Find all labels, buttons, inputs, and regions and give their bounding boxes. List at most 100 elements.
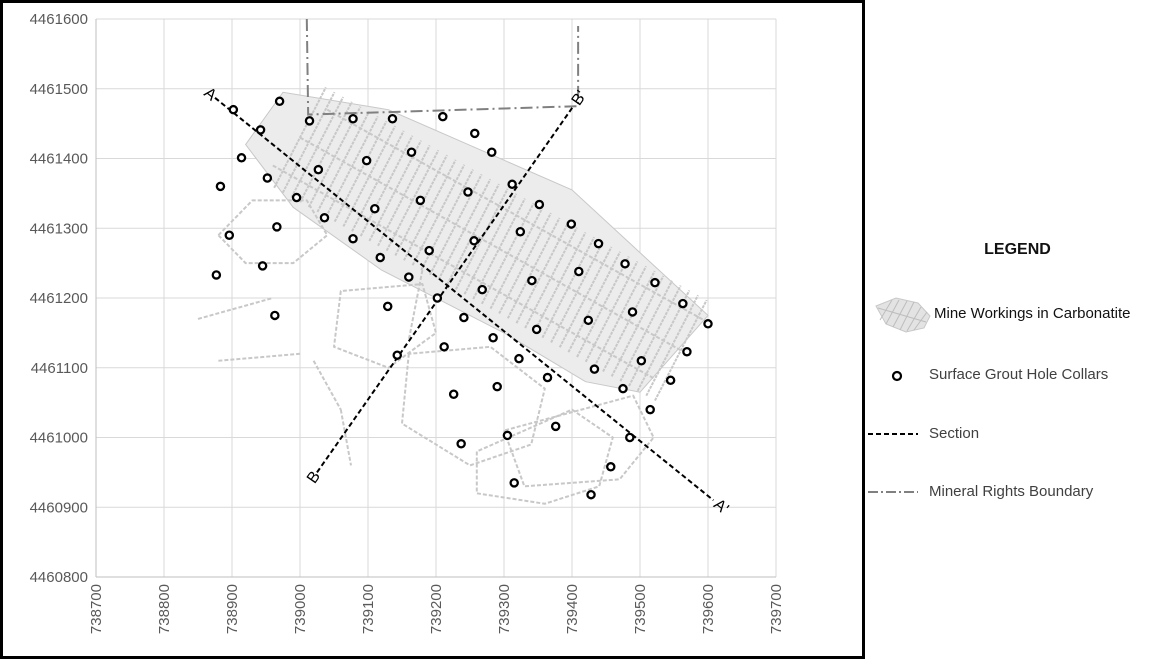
grout-hole-collar-point <box>566 219 577 229</box>
workings-drift <box>326 108 709 324</box>
grout-hole-collar-point <box>514 353 524 364</box>
grout-hole-collar-point <box>618 383 628 394</box>
grout-hole-collar-point <box>291 192 302 203</box>
grout-hole-collar-point <box>515 226 526 237</box>
grout-hole-collar-point <box>531 324 542 335</box>
x-tick-label: 739000 <box>292 584 309 634</box>
workings-adit <box>197 297 274 320</box>
grout-hole-collar-point <box>550 421 561 432</box>
y-tick-label: 4461300 <box>30 220 88 237</box>
grout-hole-collar-point <box>361 155 372 166</box>
grout-hole-collar-point <box>224 230 235 240</box>
y-tick-label: 4461600 <box>30 11 88 28</box>
grout-hole-collar-point <box>534 199 545 210</box>
workings-crosscut <box>654 299 708 401</box>
workings-ramp-loop <box>217 199 329 265</box>
grout-hole-collar-point <box>665 375 676 386</box>
grout-hole-collar-point <box>262 173 273 183</box>
workings-ramp-loop <box>475 408 614 505</box>
x-tick-label: 739100 <box>360 584 377 634</box>
workings-crosscut <box>602 270 656 372</box>
grout-hole-collar-point <box>470 128 480 139</box>
grout-hole-collar-point <box>392 350 402 360</box>
grout-hole-collar-point <box>589 364 600 374</box>
y-tick-label: 4461400 <box>30 151 88 168</box>
grout-hole-collar-point <box>274 96 285 107</box>
grout-hole-collar-point <box>272 222 282 232</box>
x-tick-label: 738900 <box>224 584 241 634</box>
grout-hole-collar-point <box>415 195 426 206</box>
grout-hole-collar-point <box>586 489 596 500</box>
grout-hole-collar-point <box>627 307 638 317</box>
chart-svg: AA'BB' 446080044609004461000446110044612… <box>0 0 865 659</box>
workings-drift <box>299 136 682 352</box>
workings-ramp-loop <box>503 394 655 488</box>
grout-hole-collar-point <box>492 381 502 392</box>
workings-crosscut <box>403 159 457 261</box>
grout-hole-collar-point <box>678 298 688 309</box>
workings-crosscut <box>576 256 630 358</box>
grout-hole-collar-point <box>682 346 692 357</box>
grout-hole-collar-point <box>527 275 537 286</box>
grout-hole-collar-point <box>375 252 385 263</box>
x-tick-label: 739300 <box>496 584 513 634</box>
y-tick-label: 4461500 <box>30 81 88 98</box>
grout-hole-collars <box>211 96 713 500</box>
grout-hole-collar-point <box>382 301 393 312</box>
workings-adit <box>312 360 342 411</box>
x-tick-label: 738800 <box>156 584 173 634</box>
legend-label-workings: Mine Workings in Carbonatite <box>934 305 1131 322</box>
x-tick-label: 739500 <box>632 584 649 634</box>
legend-label-collars: Surface Grout Hole Collars <box>929 366 1109 383</box>
section-line-b <box>316 105 575 473</box>
grout-hole-collar-point <box>477 284 487 295</box>
chart-border <box>0 0 865 659</box>
workings-crosscut <box>377 144 431 247</box>
workings-drift <box>272 164 655 380</box>
grout-hole-collar-point <box>439 342 449 352</box>
grout-hole-collar-point <box>459 312 469 323</box>
grout-hole-collar-point <box>319 213 330 223</box>
mineral-rights-boundary <box>305 19 580 116</box>
grout-hole-collar-point <box>255 125 266 135</box>
grout-hole-collar-point <box>583 315 594 326</box>
x-tick-label: 739200 <box>428 584 445 634</box>
workings-crosscut <box>550 241 604 343</box>
grout-hole-collar-point <box>211 270 222 280</box>
legend-collar-icon <box>891 370 903 382</box>
grout-hole-collar-point <box>438 111 448 122</box>
workings-adit <box>218 352 301 362</box>
boundary-line <box>305 19 580 116</box>
grout-hole-collar-point <box>228 104 239 115</box>
grout-hole-collar-point <box>645 404 655 415</box>
grout-hole-collar-point <box>370 203 380 214</box>
grout-hole-collar-point <box>270 310 280 321</box>
y-tick-label: 4461200 <box>30 290 88 307</box>
section-line-a <box>214 97 715 502</box>
grout-hole-collar-point <box>348 233 358 244</box>
grout-hole-collar-point <box>348 113 358 124</box>
chart-frame: A A' B B' 4460800 4460900 4461000 4461100 44612… <box>0 0 865 659</box>
grout-hole-collar-point <box>236 153 247 163</box>
grout-hole-collar-point <box>625 432 635 443</box>
grout-hole-collar-point <box>507 179 517 190</box>
grout-hole-collar-point <box>703 319 713 329</box>
grout-hole-collar-point <box>469 236 479 246</box>
workings-adit <box>339 409 352 466</box>
grout-hole-collar-point <box>502 430 513 441</box>
grout-hole-collar-point <box>574 266 584 277</box>
legend-label-boundary: Mineral Rights Boundary <box>929 483 1094 500</box>
x-tick-label: 739400 <box>564 584 581 634</box>
grout-hole-collar-point <box>620 259 630 269</box>
grout-hole-collar-point <box>509 478 519 488</box>
grout-hole-collar-point <box>404 272 414 282</box>
y-tick-label: 4460800 <box>30 569 88 586</box>
grout-hole-collar-point <box>463 187 473 197</box>
grout-hole-collar-point <box>432 293 443 303</box>
grout-hole-collar-point <box>304 116 315 126</box>
grout-hole-collar-point <box>387 113 398 124</box>
grout-hole-collar-point <box>257 261 268 271</box>
grout-hole-collar-point <box>593 238 604 249</box>
grout-hole-collar-point <box>488 333 498 343</box>
grout-hole-collar-point <box>650 277 660 288</box>
